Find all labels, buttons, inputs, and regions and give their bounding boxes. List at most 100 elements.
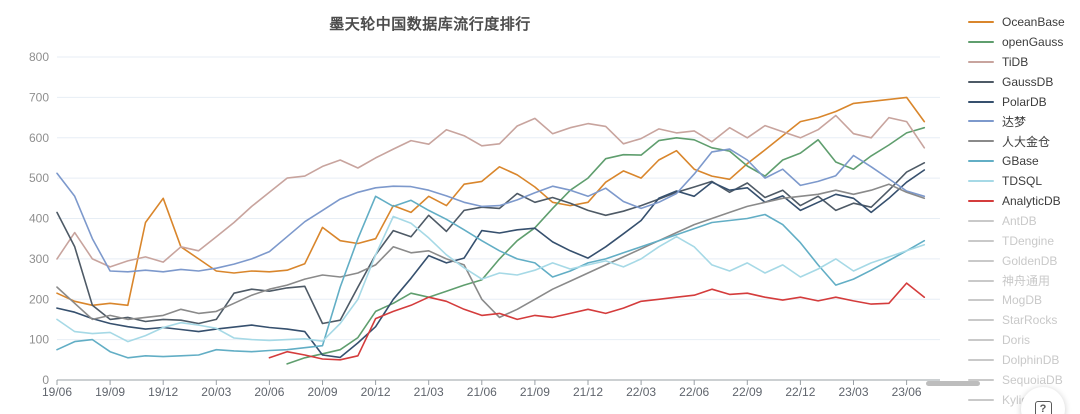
legend-line-swatch [968, 20, 994, 23]
x-axis-tick-label: 21/06 [467, 385, 497, 399]
legend-item-TDengine[interactable]: TDengine [968, 231, 1080, 251]
legend-line-swatch [968, 378, 994, 381]
legend-line-swatch [968, 259, 994, 262]
legend-item-Doris[interactable]: Doris [968, 330, 1080, 350]
legend-line-swatch [968, 299, 994, 302]
legend-item-TiDB[interactable]: TiDB [968, 52, 1080, 72]
legend-line-swatch [968, 219, 994, 222]
x-axis-tick-label: 21/03 [414, 385, 444, 399]
legend-item-label: Doris [1002, 333, 1031, 348]
x-axis-tick-label: 19/12 [148, 385, 178, 399]
legend-item-AntDB[interactable]: AntDB [968, 211, 1080, 231]
legend-item-label: StarRocks [1002, 313, 1058, 328]
legend-item-GBase[interactable]: GBase [968, 151, 1080, 171]
y-axis-tick-label: 800 [29, 50, 49, 64]
legend-line-swatch [968, 60, 994, 63]
series-line-GBase [56, 195, 926, 359]
series-line-OceanBase [56, 96, 926, 307]
legend-item-AnalyticDB[interactable]: AnalyticDB [968, 191, 1080, 211]
y-axis-tick-label: 0 [42, 373, 49, 387]
x-axis-tick-label: 19/09 [95, 385, 125, 399]
legend-item-label: AnalyticDB [1002, 193, 1061, 208]
legend-line-swatch [968, 359, 994, 362]
x-axis-tick-label: 20/03 [201, 385, 231, 399]
legend-line-swatch [968, 398, 994, 401]
x-axis-tick-label: 20/12 [361, 385, 391, 399]
horizontal-scrollbar-thumb[interactable] [926, 381, 980, 386]
legend-item-OceanBase[interactable]: OceanBase [968, 12, 1080, 32]
legend-item-GoldenDB[interactable]: GoldenDB [968, 251, 1080, 271]
series-line-GaussDB [56, 162, 926, 325]
legend-item-label: MogDB [1002, 293, 1043, 308]
chart-title: 墨天轮中国数据库流行度排行 [329, 16, 531, 33]
x-axis-tick-label: 22/03 [626, 385, 656, 399]
series-line-openGauss [286, 126, 926, 365]
legend-item-label: 人大金仓 [1002, 134, 1051, 149]
x-axis-tick-label: 20/06 [254, 385, 284, 399]
legend-line-swatch [968, 40, 994, 43]
legend-item-TDSQL[interactable]: TDSQL [968, 171, 1080, 191]
legend-line-swatch [968, 140, 994, 143]
y-axis-tick-label: 700 [29, 90, 49, 104]
series-line-AnalyticDB [268, 282, 926, 361]
legend-line-swatch [968, 279, 994, 282]
series-line-PolarDB [56, 169, 926, 359]
legend-item-神舟通用[interactable]: 神舟通用 [968, 271, 1080, 291]
legend-item-人大金仓[interactable]: 人大金仓 [968, 131, 1080, 151]
legend-line-swatch [968, 199, 994, 202]
x-axis-tick-label: 21/12 [573, 385, 603, 399]
legend-line-swatch [968, 80, 994, 83]
series-line-TiDB [56, 114, 926, 268]
y-axis-tick-label: 100 [29, 333, 49, 347]
legend-item-label: openGauss [1002, 34, 1064, 49]
legend-item-MogDB[interactable]: MogDB [968, 290, 1080, 310]
legend-item-label: GBase [1002, 154, 1039, 169]
series-legend: OceanBase openGauss TiDB GaussDB PolarDB 达梦人大… [968, 12, 1080, 410]
series-line-TDSQL [56, 215, 926, 343]
x-axis-tick-label: 20/09 [307, 385, 337, 399]
legend-item-label: 神舟通用 [1002, 274, 1051, 289]
legend-line-swatch [968, 319, 994, 322]
legend-line-swatch [968, 180, 994, 183]
legend-item-label: SequoiaDB [1002, 372, 1063, 387]
legend-item-SequoiaDB[interactable]: SequoiaDB [968, 370, 1080, 390]
legend-item-label: TiDB [1002, 54, 1029, 69]
x-axis-tick-label: 23/06 [892, 385, 922, 399]
legend-item-StarRocks[interactable]: StarRocks [968, 310, 1080, 330]
legend-line-swatch [968, 339, 994, 342]
legend-item-label: TDengine [1002, 233, 1055, 248]
legend-line-swatch [968, 120, 994, 123]
legend-item-label: OceanBase [1002, 14, 1065, 29]
legend-item-PolarDB[interactable]: PolarDB [968, 92, 1080, 112]
legend-item-openGauss[interactable]: openGauss [968, 32, 1080, 52]
y-axis-tick-label: 200 [29, 292, 49, 306]
y-axis-tick-label: 500 [29, 171, 49, 185]
y-axis-tick-label: 600 [29, 131, 49, 145]
legend-item-label: GoldenDB [1002, 253, 1058, 268]
legend-item-label: AntDB [1002, 213, 1037, 228]
legend-item-达梦[interactable]: 达梦 [968, 111, 1080, 131]
legend-item-DolphinDB[interactable]: DolphinDB [968, 350, 1080, 370]
legend-item-label: DolphinDB [1002, 353, 1060, 368]
legend-line-swatch [968, 239, 994, 242]
y-axis-tick-label: 400 [29, 212, 49, 226]
x-axis-tick-label: 22/06 [679, 385, 709, 399]
legend-line-swatch [968, 100, 994, 103]
x-axis-tick-label: 22/09 [732, 385, 762, 399]
legend-item-GaussDB[interactable]: GaussDB [968, 72, 1080, 92]
x-axis-tick-label: 22/12 [785, 385, 815, 399]
legend-item-label: PolarDB [1002, 94, 1047, 109]
y-axis-tick-label: 300 [29, 252, 49, 266]
x-axis-tick-label: 21/09 [520, 385, 550, 399]
legend-item-label: TDSQL [1002, 174, 1043, 189]
series-line-达梦 [56, 148, 926, 273]
x-axis-tick-label: 23/03 [838, 385, 868, 399]
legend-line-swatch [968, 160, 994, 163]
question-mark-icon: ? [1034, 400, 1052, 414]
legend-item-label: 达梦 [1002, 114, 1027, 129]
x-axis-tick-label: 19/06 [42, 385, 72, 399]
series-line-人大金仓 [56, 183, 926, 321]
legend-item-label: GaussDB [1002, 74, 1054, 89]
